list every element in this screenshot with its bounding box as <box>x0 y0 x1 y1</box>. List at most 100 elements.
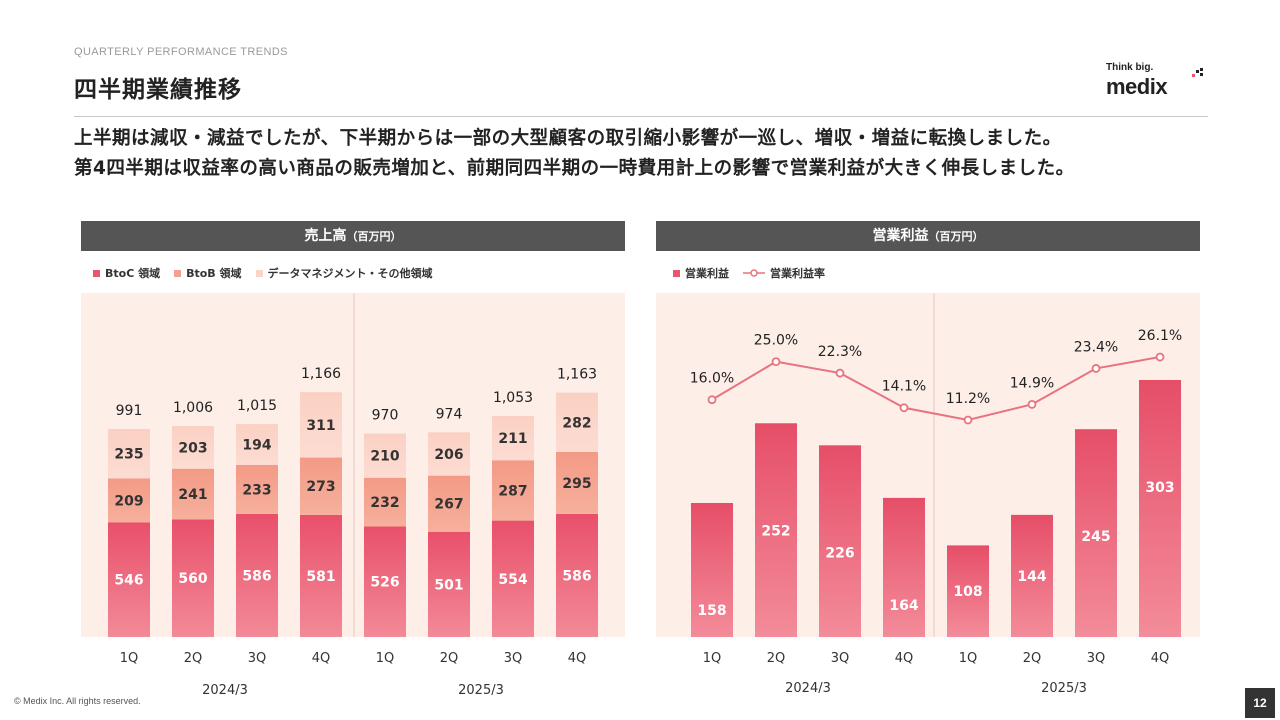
sales-plot-area <box>81 293 625 637</box>
profit-x-tick-1: 1Q <box>703 651 722 666</box>
logo-tagline: Think big. <box>1106 62 1154 73</box>
sales-bar-btob-6 <box>428 475 470 532</box>
profit-x-tick-2: 2Q <box>767 651 786 666</box>
sales-total-label-6: 974 <box>436 406 463 422</box>
sales-chart-title: 売上高（百万円） <box>81 221 625 251</box>
profit-group-label-2: 2025/3 <box>1041 681 1087 696</box>
sales-total-label-4: 1,166 <box>301 366 341 382</box>
margin-point-6 <box>1027 399 1037 409</box>
legend-line-marker <box>743 269 765 277</box>
profit-x-tick-3: 3Q <box>831 651 850 666</box>
sales-total-label-3: 1,015 <box>237 398 277 414</box>
legend-item-op-margin: 営業利益率 <box>743 265 825 281</box>
profit-legend: 営業利益 営業利益率 <box>673 265 825 281</box>
profit-plot-area <box>656 293 1200 637</box>
profit-bar-3 <box>819 445 861 637</box>
sales-x-tick-7: 3Q <box>504 651 523 666</box>
profit-bar-6 <box>1011 514 1053 637</box>
brand-logo: Think big. medix <box>1104 60 1214 100</box>
sales-bar-btoc-5 <box>364 526 406 637</box>
profit-chart-title: 営業利益（百万円） <box>656 221 1200 251</box>
sales-bar-btoc-1 <box>108 522 150 637</box>
sales-label-btob-8: 295 <box>562 476 591 492</box>
profit-x-tick-7: 3Q <box>1087 651 1106 666</box>
header-divider <box>74 116 1208 117</box>
sales-label-btoc-7: 554 <box>498 572 527 588</box>
profit-group-label-1: 2024/3 <box>785 681 831 696</box>
sales-bar-btob-1 <box>108 478 150 523</box>
sales-total-label-5: 970 <box>372 408 399 424</box>
profit-bar-1 <box>691 502 733 637</box>
page-title: 四半期業績推移 <box>74 77 242 103</box>
page-eyebrow: QUARTERLY PERFORMANCE TRENDS <box>74 46 288 58</box>
sales-label-data-7: 211 <box>498 431 527 447</box>
sales-bar-btoc-3 <box>236 513 278 637</box>
sales-x-tick-6: 2Q <box>440 651 459 666</box>
margin-label-3: 22.3% <box>818 344 862 360</box>
margin-label-8: 26.1% <box>1138 328 1182 344</box>
sales-label-btob-6: 267 <box>434 497 463 513</box>
sales-x-tick-1: 1Q <box>120 651 139 666</box>
margin-label-1: 16.0% <box>690 371 734 387</box>
legend-swatch-op-profit <box>673 269 680 277</box>
profit-bar-4 <box>883 497 925 637</box>
profit-x-tick-8: 4Q <box>1151 651 1170 666</box>
profit-bar-5 <box>947 545 989 637</box>
margin-label-2: 25.0% <box>754 333 798 349</box>
margin-line <box>711 356 1161 422</box>
sales-x-tick-5: 1Q <box>376 651 395 666</box>
legend-item-op-profit: 営業利益 <box>673 265 729 281</box>
profit-title-unit: （百万円） <box>928 230 984 243</box>
profit-bar-label-3: 226 <box>825 545 854 561</box>
sales-bar-btoc-6 <box>428 531 470 637</box>
sales-title-unit: （百万円） <box>346 230 402 243</box>
profit-bar-7 <box>1075 429 1117 637</box>
sales-label-btoc-2: 560 <box>178 571 207 587</box>
logo-pixel-icon <box>1192 68 1203 77</box>
sales-total-label-8: 1,163 <box>557 367 597 383</box>
sales-bar-data-2 <box>172 426 214 469</box>
margin-label-5: 11.2% <box>946 391 990 407</box>
margin-point-8 <box>1155 352 1165 362</box>
legend-label-data: データマネジメント・その他領域 <box>267 267 433 280</box>
profit-bar-label-5: 108 <box>953 584 982 600</box>
profit-x-tick-6: 2Q <box>1023 651 1042 666</box>
sales-label-btoc-4: 581 <box>306 569 335 585</box>
sales-bar-data-6 <box>428 432 470 476</box>
sales-x-tick-2: 2Q <box>184 651 203 666</box>
sales-bar-data-4 <box>300 392 342 458</box>
sales-label-data-6: 206 <box>434 447 463 463</box>
profit-bar-label-2: 252 <box>761 523 790 539</box>
margin-point-3 <box>835 368 845 378</box>
sales-bar-data-8 <box>556 392 598 452</box>
sales-label-btoc-5: 526 <box>370 575 399 591</box>
legend-label-btob: BtoB 領域 <box>186 267 242 280</box>
profit-bar-2 <box>755 423 797 637</box>
margin-point-2 <box>771 357 781 367</box>
sales-group-label-1: 2024/3 <box>202 683 248 698</box>
sales-bar-btob-8 <box>556 451 598 514</box>
profit-bar-label-4: 164 <box>889 598 918 614</box>
sales-label-data-8: 282 <box>562 415 591 431</box>
profit-title-text: 営業利益 <box>872 228 929 244</box>
sales-label-btoc-3: 586 <box>242 568 271 584</box>
margin-point-4 <box>899 403 909 413</box>
margin-point-1 <box>707 395 717 405</box>
sales-bar-btob-7 <box>492 460 534 521</box>
sales-label-data-3: 194 <box>242 438 271 454</box>
legend-swatch-btob <box>174 269 182 277</box>
copyright: © Medix Inc. All rights reserved. <box>14 696 141 706</box>
sales-bar-btob-5 <box>364 477 406 527</box>
legend-label-btoc: BtoC 領域 <box>105 267 161 280</box>
sales-group-label-2: 2025/3 <box>458 683 504 698</box>
legend-item-btob: BtoB 領域 <box>174 265 242 281</box>
sales-x-tick-8: 4Q <box>568 651 587 666</box>
profit-bar-8 <box>1139 380 1181 637</box>
sales-bar-data-3 <box>236 424 278 465</box>
lead-line-1: 上半期は減収・減益でしたが、下半期からは一部の大型顧客の取引縮小影響が一巡し、増… <box>74 128 1062 149</box>
sales-label-btob-1: 209 <box>114 493 143 509</box>
sales-label-btoc-1: 546 <box>114 573 143 589</box>
sales-total-label-1: 991 <box>116 403 143 419</box>
sales-bar-btob-3 <box>236 464 278 514</box>
